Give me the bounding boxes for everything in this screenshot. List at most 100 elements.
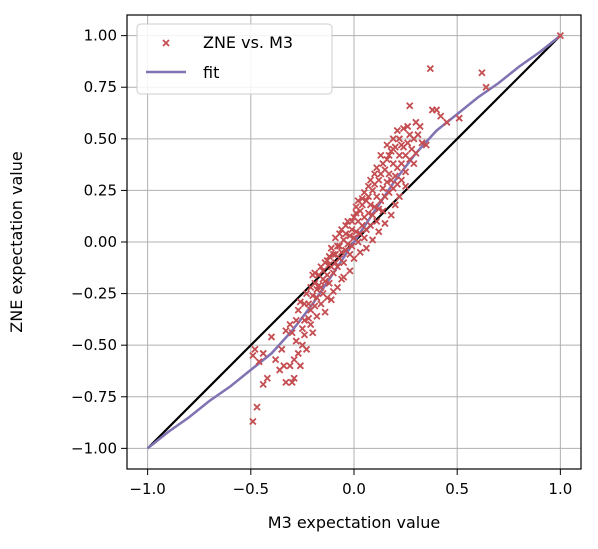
scatter-point xyxy=(292,337,300,345)
y-tick-label: 0.00 xyxy=(84,233,117,251)
scatter-point xyxy=(290,374,298,382)
legend: ZNE vs. M3 fit xyxy=(136,23,333,95)
scatter-point xyxy=(317,300,325,308)
scatter-point xyxy=(325,279,333,287)
scatter-point xyxy=(370,170,379,178)
scatter-point xyxy=(249,351,257,360)
scatter-point xyxy=(294,306,302,314)
scatter-point xyxy=(375,205,383,213)
scatter-point xyxy=(395,192,404,201)
scatter-point xyxy=(290,355,298,364)
scatter-point xyxy=(300,316,309,325)
y-tick-label: −0.75 xyxy=(71,388,117,406)
scatter-point xyxy=(346,232,354,240)
scatter-point xyxy=(387,211,395,219)
scatter-point xyxy=(342,230,350,238)
scatter-point xyxy=(478,69,486,77)
scatter-point xyxy=(455,114,463,122)
scatter-point xyxy=(366,176,375,184)
scatter-point xyxy=(319,275,327,283)
scatter-point xyxy=(385,170,393,178)
scatter-point xyxy=(443,118,451,126)
scatter-point xyxy=(377,151,385,159)
scatter-point xyxy=(437,112,445,120)
y-tick-label: −1.00 xyxy=(71,439,117,457)
scatter-point xyxy=(296,298,304,306)
scatter-point xyxy=(350,254,358,263)
scatter-point xyxy=(313,285,321,294)
scatter-point xyxy=(302,289,311,298)
scatter-point xyxy=(282,327,290,335)
scatter-point xyxy=(360,188,368,197)
scatter-point xyxy=(375,228,383,236)
scatter-point xyxy=(327,244,335,252)
scatter-point xyxy=(373,217,381,226)
x-axis-label: M3 expectation value xyxy=(268,513,440,532)
scatter-point xyxy=(366,221,375,230)
scatter-point xyxy=(482,83,490,91)
scatter-point xyxy=(340,258,348,267)
scatter-point xyxy=(296,362,304,370)
scatter-point xyxy=(292,316,300,325)
scatter-point xyxy=(375,176,383,184)
legend-label-fit: fit xyxy=(203,63,219,82)
x-tick-label: −1.0 xyxy=(129,480,165,498)
scatter-point xyxy=(331,250,340,259)
x-tick-label: 0.0 xyxy=(342,480,366,498)
legend-marker-zne xyxy=(162,39,170,47)
grid xyxy=(127,15,581,469)
scatter-point xyxy=(352,228,360,236)
scatter-point xyxy=(329,250,338,259)
scatter-point xyxy=(325,261,333,269)
scatter-point xyxy=(395,151,404,159)
scatter-point xyxy=(393,126,401,135)
scatter-point xyxy=(259,349,267,358)
scatter-point xyxy=(309,271,317,279)
x-axis-ticks: −1.0 −0.5 0.0 0.5 1.0 xyxy=(129,469,572,498)
scatter-point xyxy=(397,176,406,184)
scatter-point xyxy=(354,197,362,205)
scatter-point xyxy=(418,139,426,147)
scatter-point xyxy=(251,345,259,353)
scatter-point xyxy=(294,349,302,358)
y-tick-label: −0.25 xyxy=(71,285,117,303)
scatter-point xyxy=(379,159,387,168)
y-tick-label: −0.50 xyxy=(71,336,117,354)
scatter-point xyxy=(288,329,296,337)
scatter-point xyxy=(348,217,356,226)
scatter-point xyxy=(304,300,313,308)
scatter-point xyxy=(311,279,319,287)
scatter-point xyxy=(412,149,420,157)
fit-line-layer xyxy=(146,34,562,450)
scatter-point xyxy=(366,201,375,209)
scatter-point xyxy=(360,234,368,242)
scatter-point xyxy=(323,294,331,302)
scatter-point xyxy=(391,201,399,209)
scatter-point xyxy=(344,240,352,248)
scatter-point xyxy=(298,325,307,333)
scatter-points xyxy=(249,32,565,426)
scatter-point xyxy=(406,102,414,110)
y-axis-ticks: −1.00 −0.75 −0.50 −0.25 0.00 0.25 0.50 0.75 1.00 xyxy=(71,27,127,457)
scatter-point xyxy=(364,182,373,190)
scatter-point xyxy=(368,211,377,219)
scatter-point xyxy=(271,355,280,364)
scatter-point xyxy=(325,252,333,261)
scatter-point xyxy=(397,159,406,168)
scatter-point xyxy=(249,417,257,426)
scatter-point xyxy=(556,32,565,40)
scatter-point xyxy=(309,329,317,337)
scatter-point xyxy=(410,135,418,143)
scatter-point xyxy=(286,320,294,329)
scatter-point xyxy=(282,378,290,386)
scatter-point xyxy=(383,178,391,186)
scatter-point xyxy=(313,294,321,302)
y-tick-label: 1.00 xyxy=(84,27,117,45)
scatter-point xyxy=(364,209,373,217)
x-tick-label: 0.5 xyxy=(445,480,469,498)
scatter-point xyxy=(317,283,325,292)
scatter-point xyxy=(267,333,276,341)
scatter-point xyxy=(329,269,338,277)
scatter-point xyxy=(280,362,288,370)
